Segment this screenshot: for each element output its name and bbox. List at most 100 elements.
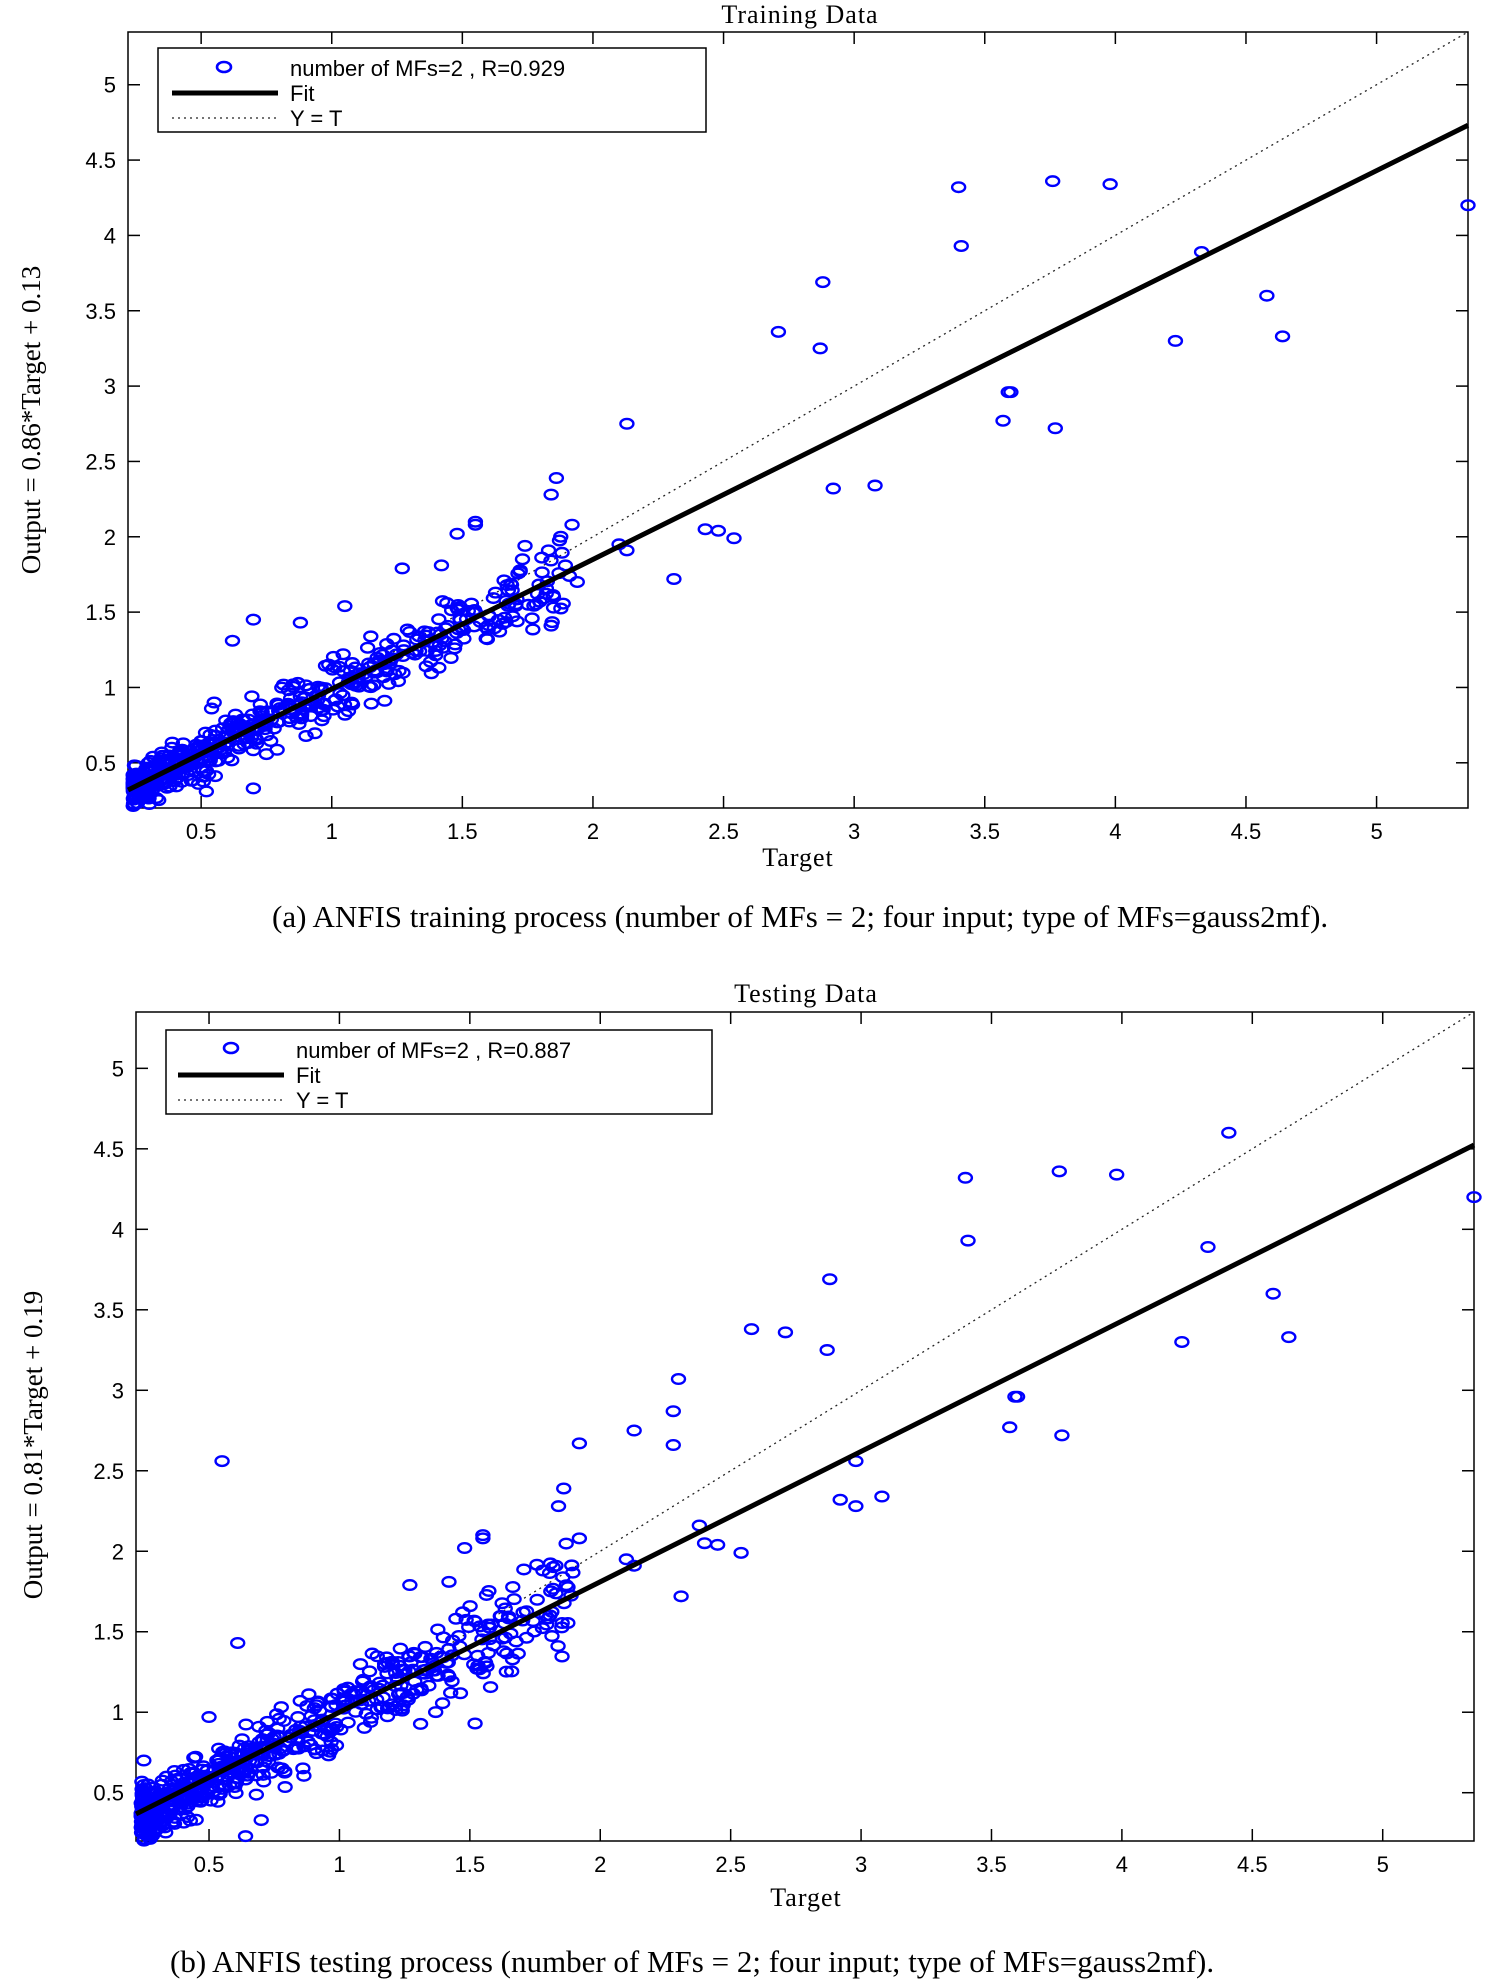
data-point <box>245 613 262 626</box>
data-point <box>417 1640 433 1653</box>
data-point <box>514 553 531 566</box>
data-point <box>510 567 526 580</box>
legend-label-identity: Y = T <box>290 106 342 131</box>
y-tick-label: 4.5 <box>93 1137 124 1162</box>
data-point <box>324 1723 341 1736</box>
data-point <box>503 1665 520 1678</box>
data-point <box>497 1602 513 1615</box>
data-point <box>342 664 359 677</box>
data-point <box>386 668 403 681</box>
data-point <box>427 640 444 653</box>
x-tick-label: 5 <box>1377 1852 1389 1877</box>
data-point <box>157 1821 173 1834</box>
data-point <box>525 623 541 636</box>
data-point <box>277 1781 293 1794</box>
data-point <box>395 666 411 679</box>
legend: number of MFs=2 , R=0.887 Fit Y = T <box>165 1029 713 1115</box>
data-point <box>412 1717 429 1730</box>
data-point <box>564 1559 580 1572</box>
data-point <box>1265 1287 1281 1300</box>
data-point <box>336 698 353 711</box>
data-point <box>234 1733 250 1746</box>
data-point <box>543 1585 559 1598</box>
y-tick-label: 3.5 <box>85 299 116 324</box>
x-tick-label: 3 <box>855 1852 867 1877</box>
data-point <box>157 1826 174 1839</box>
data-point <box>257 1754 273 1767</box>
data-point <box>466 603 483 616</box>
data-point <box>255 1775 272 1788</box>
data-point <box>406 1646 422 1659</box>
data-point <box>516 1563 532 1576</box>
data-point <box>244 690 260 703</box>
x-tick-label: 4 <box>1116 1852 1128 1877</box>
legend: number of MFs=2 , R=0.929 Fit Y = T <box>157 47 707 133</box>
y-tick-label: 3.5 <box>93 1298 124 1323</box>
data-point <box>262 734 279 747</box>
data-point <box>201 1711 217 1724</box>
data-point <box>1054 1429 1070 1442</box>
x-tick-label: 1 <box>333 1852 345 1877</box>
data-point <box>323 1743 340 1756</box>
data-point <box>743 1323 760 1336</box>
y-tick-label: 2 <box>112 1539 124 1564</box>
data-point <box>481 1584 497 1597</box>
identity-line <box>135 1011 1475 1839</box>
data-point <box>565 1566 581 1579</box>
data-point <box>152 759 168 772</box>
data-point <box>571 1437 588 1450</box>
y-axis-label: Output = 0.86*Target + 0.13 <box>16 266 46 575</box>
data-point <box>554 1617 570 1630</box>
data-point <box>433 559 450 572</box>
data-point <box>550 1640 566 1653</box>
data-point <box>558 1579 575 1592</box>
data-point <box>439 597 455 610</box>
y-tick-label: 2.5 <box>93 1459 124 1484</box>
y-tick-label: 3 <box>112 1378 124 1403</box>
data-point <box>543 488 559 501</box>
data-point <box>245 782 262 795</box>
data-point <box>188 1813 204 1826</box>
x-tick-label: 4.5 <box>1231 819 1262 844</box>
data-point <box>480 623 496 636</box>
data-point <box>507 600 524 613</box>
data-point <box>1002 1421 1018 1434</box>
data-point <box>832 1493 848 1506</box>
data-point <box>812 342 828 355</box>
data-point <box>1460 199 1476 212</box>
y-tick-marks <box>128 83 1468 764</box>
data-point <box>363 681 379 694</box>
data-point <box>535 1564 551 1577</box>
data-point <box>209 1754 225 1767</box>
data-point <box>441 1575 457 1588</box>
legend-label-scatter: number of MFs=2 , R=0.929 <box>290 56 565 81</box>
data-point <box>666 572 682 585</box>
data-point <box>206 696 222 709</box>
data-point <box>1259 289 1275 302</box>
data-point <box>309 1696 326 1709</box>
legend-box <box>157 47 707 133</box>
data-point <box>626 1424 642 1437</box>
data-point <box>329 1687 345 1700</box>
data-point <box>135 1792 152 1805</box>
data-point <box>335 648 351 661</box>
data-point <box>372 646 388 659</box>
data-point <box>1200 1241 1216 1254</box>
data-point <box>553 530 569 543</box>
x-tick-label: 0.5 <box>186 819 217 844</box>
data-point <box>376 694 393 707</box>
y-tick-label: 0.5 <box>93 1781 124 1806</box>
data-point <box>1174 1335 1190 1348</box>
data-point <box>214 1455 230 1468</box>
data-point <box>556 1482 572 1495</box>
data-point <box>273 1701 289 1714</box>
data-point <box>447 638 463 651</box>
data-point <box>218 714 234 727</box>
data-point <box>506 1593 522 1606</box>
data-point <box>335 665 351 678</box>
data-point <box>503 577 519 590</box>
data-point <box>322 1725 338 1738</box>
data-point <box>564 518 580 531</box>
data-point <box>733 1546 749 1559</box>
